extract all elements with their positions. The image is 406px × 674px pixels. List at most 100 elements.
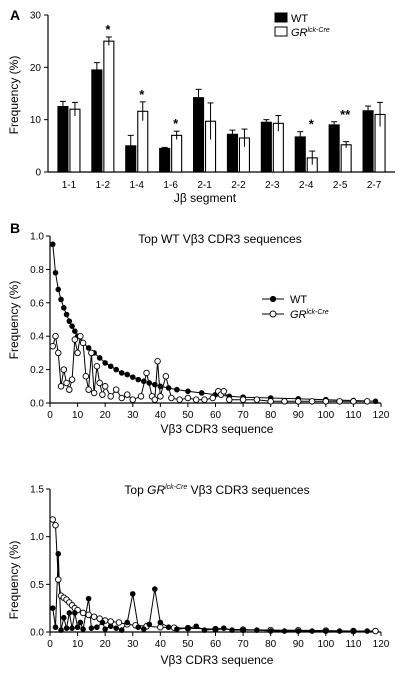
significance-marker: * [309, 117, 315, 132]
data-point-gr [267, 398, 274, 405]
legend-label-gr-name: GR [291, 27, 308, 39]
data-point-gr [93, 363, 101, 370]
panel-a-xtick-label: 2-3 [265, 180, 280, 191]
data-point-gr [209, 394, 216, 402]
data-point-gr [55, 576, 62, 583]
data-point-wt [63, 625, 70, 631]
bar-wt [226, 133, 238, 173]
data-point-wt [135, 376, 142, 383]
legend-label-b-wt: WT [290, 294, 307, 306]
data-point-wt [58, 627, 64, 633]
data-point-wt [85, 345, 92, 351]
data-point-wt [129, 591, 136, 597]
data-point-wt [350, 628, 357, 634]
data-point-wt [152, 586, 158, 592]
data-point-wt [49, 605, 56, 611]
panel-b2-title: Top GRlck-Cre Vβ3 CDR3 sequences [124, 483, 309, 497]
data-point-wt [99, 619, 106, 626]
panel-a-xtick-label: 1-4 [130, 180, 145, 191]
data-point-gr [85, 611, 92, 619]
data-point-wt [66, 610, 73, 616]
data-point-wt [52, 269, 59, 276]
data-point-wt [323, 628, 329, 634]
legend-swatch-gr [274, 26, 288, 37]
data-point-wt [135, 624, 142, 631]
data-point-wt [336, 628, 343, 634]
bar-wt [57, 106, 69, 173]
data-point-gr [60, 366, 68, 373]
legend-label-b-gr-sup: lck-Cre [307, 309, 329, 316]
ytick-label: 0.0 [30, 628, 44, 639]
xtick-label: 100 [317, 639, 334, 650]
xtick-label: 10 [72, 410, 84, 421]
xtick-label: 40 [155, 639, 167, 650]
panel-b2-ylabel: Frequency (%) [7, 541, 21, 620]
significance-marker: ** [340, 107, 351, 122]
bar-gr [340, 144, 352, 173]
data-point-wt [254, 627, 260, 633]
data-point-gr [112, 386, 120, 393]
data-point-wt [124, 371, 131, 378]
panel-a-xtick-label: 2-2 [231, 180, 246, 191]
data-point-gr [281, 398, 288, 405]
data-point-gr [99, 391, 106, 398]
data-point-wt [165, 624, 172, 631]
data-point-gr [66, 386, 73, 393]
panel-letter-b: B [10, 220, 20, 236]
panel-a-xtick-label: 2-7 [367, 180, 382, 191]
data-point-wt [240, 627, 246, 633]
xtick-label: 20 [100, 639, 112, 650]
data-point-wt [55, 286, 62, 293]
data-point-gr [154, 358, 161, 365]
xtick-label: 80 [265, 639, 277, 650]
data-point-wt [174, 626, 180, 632]
data-point-gr [201, 396, 208, 403]
data-point-wt [107, 623, 114, 630]
bar-wt [260, 121, 272, 173]
data-point-gr [137, 393, 145, 400]
data-point-wt [152, 381, 158, 388]
data-point-wt [69, 323, 75, 329]
data-point-wt [58, 296, 64, 303]
panel-b2-title-italic: GR [147, 483, 165, 497]
ytick-label: 0.6 [30, 298, 44, 309]
significance-marker: * [139, 87, 145, 102]
data-point-gr [77, 332, 84, 340]
data-point-gr [363, 398, 371, 405]
xtick-label: 110 [345, 410, 361, 421]
data-point-gr [192, 396, 200, 403]
legend-label-b-gr: GRlck-Cre [290, 309, 329, 321]
data-point-gr [157, 623, 164, 631]
xtick-label: 50 [182, 639, 194, 650]
data-point-gr [68, 376, 76, 383]
data-point-wt [185, 388, 191, 395]
xtick-label: 30 [127, 410, 139, 421]
panel-a-xtick-label: 2-1 [197, 180, 212, 191]
data-point-wt [372, 398, 379, 405]
xtick-label: 90 [293, 639, 305, 650]
data-point-wt [229, 627, 235, 633]
data-point-wt [212, 626, 219, 632]
series-line-gr [52, 334, 368, 402]
data-point-gr [129, 396, 136, 403]
data-point-wt [309, 628, 315, 634]
data-point-gr [82, 373, 90, 380]
legend-label-gr-sup: lck-Cre [308, 27, 330, 34]
xtick-label: 90 [293, 410, 305, 421]
data-point-wt [129, 374, 136, 380]
data-point-gr [71, 336, 79, 343]
data-point-gr [123, 391, 131, 398]
data-point-wt [60, 614, 67, 621]
bar-gr [171, 134, 183, 173]
legend-label-gr: GRlck-Cre [291, 27, 330, 39]
data-point-wt [72, 328, 78, 334]
series-line-gr [52, 519, 376, 632]
data-point-gr [143, 369, 150, 377]
data-point-gr [336, 398, 343, 405]
data-point-gr [79, 609, 87, 617]
xtick-label: 0 [47, 639, 53, 650]
significance-marker: * [173, 116, 179, 131]
data-point-wt [72, 610, 78, 616]
panel-a-ytick-label: 0 [35, 168, 41, 179]
